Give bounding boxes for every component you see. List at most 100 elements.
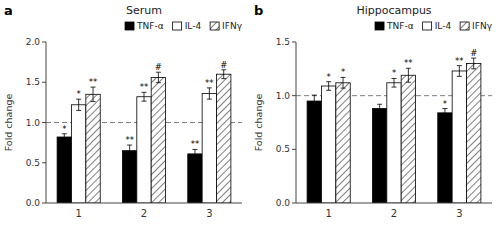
error-cap xyxy=(377,112,382,113)
bar xyxy=(151,77,165,203)
error-cap xyxy=(62,140,67,141)
y-axis-label: Fold change xyxy=(253,94,264,152)
x-tick-label: 1 xyxy=(325,208,331,219)
error-line xyxy=(394,78,395,87)
bar xyxy=(122,151,136,203)
legend-label: TNF-α xyxy=(386,21,414,31)
error-bar xyxy=(457,66,462,77)
error-line xyxy=(158,72,159,82)
significance-label: * xyxy=(443,99,447,109)
bar xyxy=(438,113,452,203)
legend-label: IFNγ xyxy=(222,21,243,31)
error-line xyxy=(343,77,344,88)
legend-swatch xyxy=(375,22,384,30)
bar xyxy=(467,63,481,203)
bar xyxy=(401,75,415,203)
bar xyxy=(452,71,466,203)
error-cap xyxy=(312,106,317,107)
y-tick xyxy=(42,42,46,43)
error-line xyxy=(194,149,195,158)
error-bar xyxy=(406,68,411,82)
error-line xyxy=(144,92,145,101)
error-bar xyxy=(156,72,161,82)
error-bar xyxy=(326,82,331,91)
error-bar xyxy=(62,134,67,140)
legend-label: TNF-α xyxy=(136,21,164,31)
y-tick-label: 1.5 xyxy=(276,37,290,47)
y-axis-label: Fold change xyxy=(3,94,14,152)
significance-label: * xyxy=(327,72,331,82)
bar xyxy=(188,154,202,203)
panel-label: a xyxy=(4,3,13,18)
error-cap xyxy=(76,110,81,111)
panel: bHippocampus0.00.51.01.5Fold change*****… xyxy=(253,3,493,219)
significance-label: * xyxy=(62,124,66,134)
y-axis-line xyxy=(296,42,297,203)
bar xyxy=(321,86,335,203)
error-bar xyxy=(192,149,197,158)
legend-swatch xyxy=(460,22,469,30)
significance-label: ** xyxy=(191,139,200,149)
error-cap xyxy=(392,87,397,88)
significance-label: * xyxy=(341,67,345,77)
bar xyxy=(307,101,321,203)
x-tick-label: 2 xyxy=(141,208,147,219)
annotations: ********#****# xyxy=(62,60,227,150)
y-tick xyxy=(292,149,296,150)
plot-marks xyxy=(46,70,242,203)
error-cap xyxy=(406,82,411,83)
error-bar xyxy=(127,145,132,156)
significance-label: ** xyxy=(89,77,98,87)
error-line xyxy=(78,99,79,110)
error-cap xyxy=(442,117,447,118)
y-tick xyxy=(42,203,46,204)
error-bar xyxy=(207,88,212,99)
significance-label: ** xyxy=(205,78,214,88)
significance-label: ** xyxy=(140,82,149,92)
error-cap xyxy=(127,156,132,157)
figure: aSerum0.00.51.01.52.0Fold change********… xyxy=(0,0,500,233)
significance-label: ** xyxy=(404,58,413,68)
significance-label: # xyxy=(470,48,477,58)
legend-label: IFNγ xyxy=(472,21,493,31)
panel: aSerum0.00.51.01.52.0Fold change********… xyxy=(3,3,243,219)
bar xyxy=(202,94,216,203)
error-cap xyxy=(471,68,476,69)
error-line xyxy=(93,87,94,101)
error-bar xyxy=(377,104,382,113)
bar xyxy=(71,105,85,203)
error-cap xyxy=(207,99,212,100)
y-tick xyxy=(42,122,46,123)
y-tick-label: 1.0 xyxy=(276,91,291,101)
error-cap xyxy=(156,82,161,83)
error-bar xyxy=(392,78,397,87)
bar xyxy=(217,74,231,203)
error-line xyxy=(379,104,380,113)
legend-swatch xyxy=(210,22,219,30)
error-bar xyxy=(471,58,476,69)
y-tick-label: 0.0 xyxy=(26,198,41,208)
error-cap xyxy=(142,101,147,102)
x-axis-line xyxy=(296,203,492,204)
plot-marks xyxy=(296,58,492,203)
error-line xyxy=(209,88,210,99)
significance-label: ** xyxy=(455,56,464,66)
y-tick-label: 0.5 xyxy=(276,144,290,154)
legend: TNF-αIL-4IFNγ xyxy=(375,21,493,31)
error-cap xyxy=(192,158,197,159)
title: Hippocampus xyxy=(356,4,431,17)
title: Serum xyxy=(126,4,162,17)
bar xyxy=(387,83,401,203)
x-axis-line xyxy=(46,203,242,204)
error-line xyxy=(223,70,224,79)
legend-swatch xyxy=(423,22,432,30)
error-bar xyxy=(442,109,447,118)
legend-label: IL-4 xyxy=(185,21,202,31)
error-line xyxy=(328,82,329,91)
error-cap xyxy=(341,88,346,89)
error-cap xyxy=(326,90,331,91)
error-cap xyxy=(91,101,96,102)
error-line xyxy=(473,58,474,69)
error-cap xyxy=(312,95,317,96)
y-tick xyxy=(292,95,296,96)
